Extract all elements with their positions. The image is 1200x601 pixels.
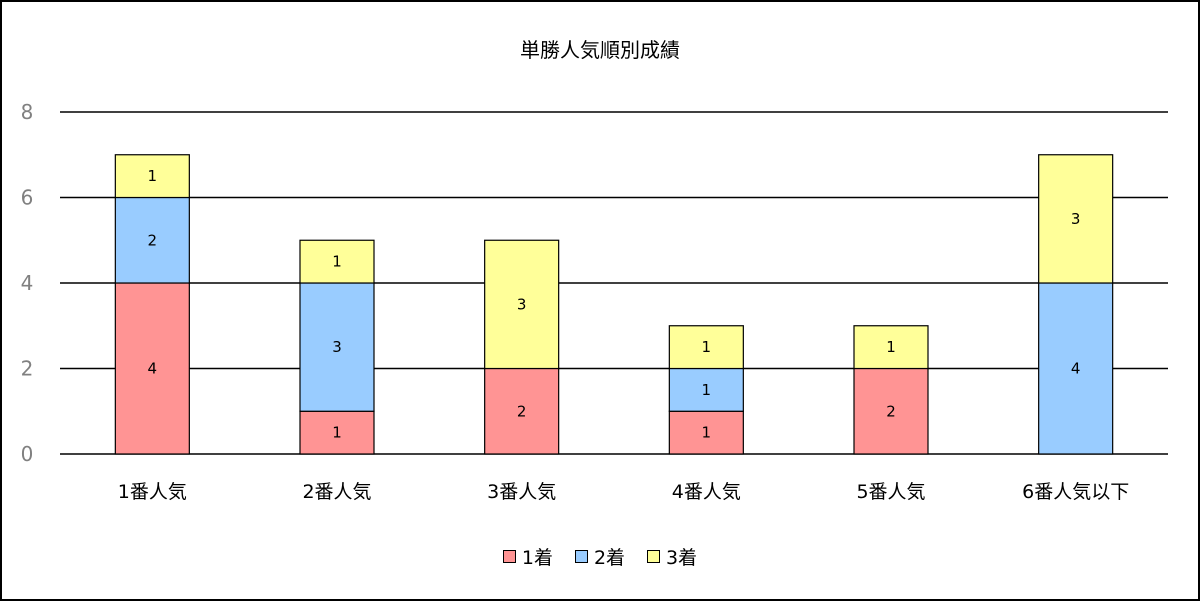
data-label: 3 [517,295,527,313]
bar-segment [299,282,375,412]
bar-segment [853,367,929,455]
data-label: 1 [886,338,896,356]
data-label: 2 [517,402,527,420]
bar-segment [1038,154,1114,284]
chart-title: 単勝人気順別成績 [520,38,680,62]
data-label: 3 [1071,210,1081,228]
bar-segment [484,239,560,370]
data-label: 2 [148,231,158,249]
x-tick-label: 4番人気 [672,481,741,503]
bar-segment [668,325,744,370]
bar-segment [668,367,744,412]
x-tick-label: 1番人気 [118,481,187,503]
y-tick-label: 6 [21,186,34,210]
data-label: 1 [702,381,712,399]
bar-segment [668,410,744,455]
y-tick-label: 8 [21,100,34,124]
legend-swatch [574,550,588,563]
x-tick-label: 5番人気 [856,481,925,503]
data-label: 4 [1071,360,1081,378]
data-label: 1 [148,167,158,185]
legend-label: 3着 [666,547,698,569]
data-label: 1 [332,424,342,442]
y-tick-label: 2 [21,357,34,381]
data-label: 1 [702,338,712,356]
x-tick-label: 3番人気 [487,481,556,503]
legend-item: 3着 [647,543,697,570]
bar-segment [114,196,190,284]
x-tick-label: 6番人気以下 [1022,481,1129,503]
y-tick-label: 4 [21,271,34,295]
legend-label: 2着 [593,547,626,569]
legend-swatch [647,550,661,563]
bar-segment [299,239,375,284]
y-tick-label: 0 [21,442,34,466]
legend-item: 2着 [574,543,626,570]
data-label: 1 [332,253,342,271]
chart-legend: 1着 2着 3着 [2,543,1198,570]
data-label: 3 [332,338,342,356]
bar-segment [114,154,190,199]
x-tick-label: 2番人気 [302,481,371,503]
data-label: 2 [886,402,896,420]
bar-segment [853,325,929,370]
legend-item: 1着 [502,543,553,570]
bar-segment [114,282,190,455]
data-label: 4 [148,360,158,378]
data-label: 1 [702,424,712,442]
legend-label: 1着 [521,547,553,569]
legend-swatch [502,550,516,563]
